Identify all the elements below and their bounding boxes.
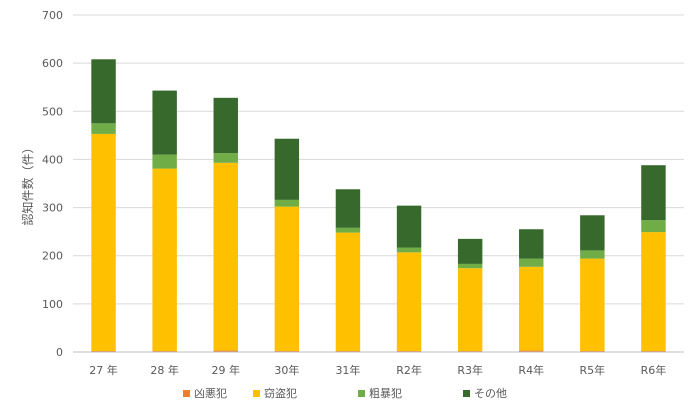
legend-swatch: [463, 390, 470, 397]
bar-segment-3: [335, 227, 361, 233]
bar-segment-4: [213, 97, 238, 154]
bar-segment-2: [91, 133, 116, 352]
y-tick-label: 600: [42, 57, 63, 70]
bar-segment-4: [335, 189, 361, 228]
bar-segment-4: [457, 238, 483, 264]
bar-segment-3: [519, 258, 544, 267]
legend-swatch: [253, 390, 260, 397]
bar-segment-4: [91, 59, 116, 124]
legend: 凶悪犯 窃盗犯 粗暴犯 その他: [183, 386, 507, 400]
x-tick-label: R6年: [641, 363, 667, 377]
x-tick-label: R3年: [457, 363, 483, 377]
bar-segment-2: [457, 268, 483, 352]
bar-segment-3: [580, 250, 605, 259]
x-tick-label: R5年: [580, 363, 606, 377]
x-tick-label: 27 年: [89, 363, 118, 377]
legend-label: 粗暴犯: [369, 387, 402, 400]
bar-segment-2: [335, 232, 361, 352]
bar-segment-4: [519, 229, 544, 259]
bar-segment-2: [213, 162, 238, 351]
y-axis-ticks: 0 100 200 300 400 500 600 700: [42, 9, 63, 359]
bar-segment-1: [213, 350, 238, 352]
legend-swatch: [183, 390, 190, 397]
x-tick-label: R2年: [396, 363, 422, 377]
y-tick-label: 400: [42, 153, 63, 166]
bar-segment-4: [580, 215, 605, 251]
y-tick-label: 300: [42, 202, 63, 215]
bar-segment-2: [580, 258, 605, 352]
bar-segment-3: [91, 123, 116, 134]
x-tick-label: 29 年: [212, 363, 241, 377]
bar-segment-2: [274, 206, 300, 352]
y-tick-label: 500: [42, 105, 63, 118]
x-tick-label: 30年: [274, 363, 299, 377]
bar-segment-2: [396, 252, 422, 352]
x-tick-label: 28 年: [150, 363, 179, 377]
bar-segment-2: [152, 168, 177, 352]
bar-segment-4: [274, 138, 300, 200]
legend-label: 凶悪犯: [194, 387, 227, 400]
y-tick-label: 200: [42, 250, 63, 263]
y-tick-label: 0: [56, 346, 63, 359]
bar-segment-4: [396, 205, 422, 248]
bar-segment-3: [213, 153, 238, 163]
x-tick-label: R4年: [518, 363, 544, 377]
y-axis-label: 認知件数（件）: [20, 141, 35, 225]
bar-segment-4: [641, 165, 666, 221]
legend-label: 窃盗犯: [264, 386, 297, 400]
bar-segment-2: [641, 232, 666, 352]
bar-segment-4: [152, 90, 177, 155]
legend-swatch: [358, 390, 365, 397]
y-tick-label: 100: [42, 298, 63, 311]
bars: [91, 59, 666, 352]
x-tick-label: 31年: [335, 363, 360, 377]
y-tick-label: 700: [42, 9, 63, 22]
bar-segment-1: [519, 350, 544, 352]
bar-segment-3: [641, 220, 666, 233]
x-axis-ticks: 27 年 28 年 29 年 30年 31年 R2年 R3年 R4年 R5年 R6年: [89, 363, 666, 377]
bar-segment-2: [519, 266, 544, 351]
bar-segment-3: [457, 263, 483, 269]
bar-segment-3: [274, 199, 300, 207]
bar-segment-3: [152, 154, 177, 169]
bar-segment-3: [396, 247, 422, 253]
legend-label: その他: [474, 387, 507, 400]
